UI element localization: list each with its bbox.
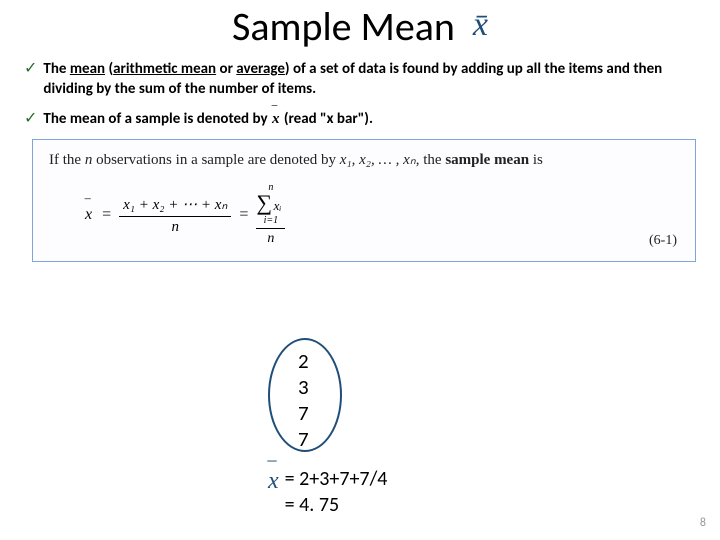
formula-intro: If the n observations in a sample are de…: [49, 150, 679, 169]
equation-reference: (6-1): [649, 233, 677, 249]
bullet-item: ✓ The mean (arithmetic mean or average) …: [24, 59, 696, 99]
page-number: 8: [700, 516, 706, 530]
sample-data-values: 2 3 7 7: [272, 344, 309, 452]
xbar-title-symbol: x̄: [473, 6, 488, 44]
calculation: x = 2+3+7+7/4 = 4. 75: [268, 466, 387, 518]
sample-data-group: 2 3 7 7: [272, 344, 309, 452]
xbar-formula-symbol: x: [85, 206, 94, 224]
fraction-sigma: n ∑ xᵢ i=1 n: [256, 183, 285, 247]
bullet-item: ✓ The mean of a sample is denoted by x (…: [24, 109, 696, 129]
bullet-list: ✓ The mean (arithmetic mean or average) …: [0, 51, 720, 129]
check-icon: ✓: [24, 59, 37, 99]
xbar-calc-symbol: x: [268, 468, 279, 495]
formula-equation: x = x₁ + x₂ + ⋯ + xₙ n = n ∑ xᵢ i=1 n: [49, 183, 679, 247]
bullet-text: The mean of a sample is denoted by x (re…: [43, 109, 373, 129]
formula-box: If the n observations in a sample are de…: [32, 139, 696, 262]
xbar-inline-symbol: x: [271, 109, 281, 129]
fraction-expanded: x₁ + x₂ + ⋯ + xₙ n: [119, 195, 231, 236]
page-title: Sample Mean: [232, 2, 455, 51]
check-icon: ✓: [24, 109, 37, 129]
bullet-text: The mean (arithmetic mean or average) of…: [43, 59, 696, 99]
